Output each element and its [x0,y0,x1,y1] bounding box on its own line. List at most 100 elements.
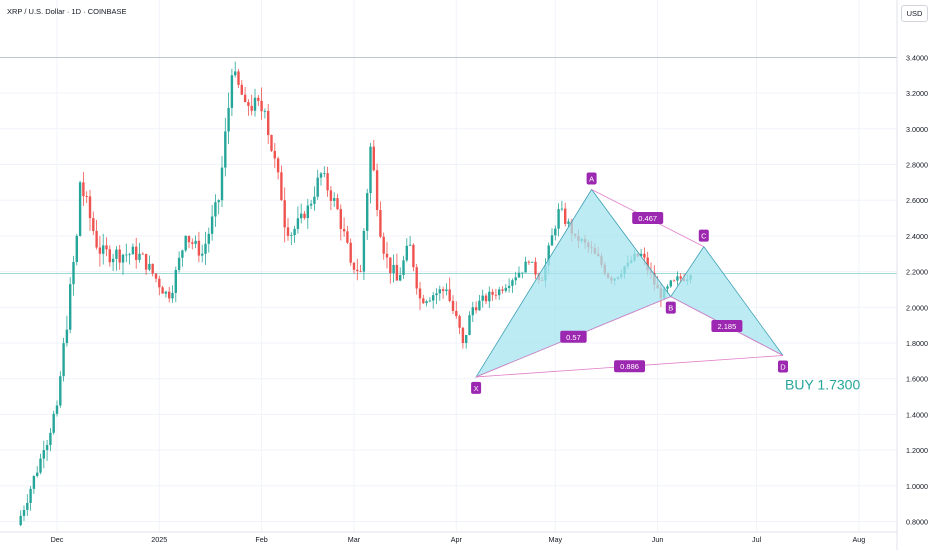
candle-body [98,247,102,254]
ratio-label: 0.467 [632,212,664,225]
point-label-text: B [668,304,673,313]
candle-body [554,228,557,236]
buy-target-text: BUY 1.7300 [785,376,860,392]
ratio-label: 2.185 [711,320,743,333]
candle-body [92,218,95,232]
candle-body [128,254,131,256]
y-tick-label: 0.8000 [906,518,928,527]
candle-body [504,287,507,291]
candle-body [342,228,346,232]
candle-body [323,173,326,174]
candle-body [517,272,521,278]
candle-body [118,249,121,263]
candle-body [501,289,504,291]
candle-body [69,284,72,330]
candle-body [461,327,465,343]
candle-body [105,245,108,250]
x-tick-label: Dec [51,535,64,544]
candle-body [204,243,207,254]
pattern-point-c[interactable]: C [698,229,709,242]
pattern-point-x[interactable]: X [471,381,482,394]
candle-body [418,288,422,299]
candle-body [514,277,517,281]
candle-body [276,158,280,173]
candle-body [441,289,445,292]
candle-body [59,376,62,406]
candle-body [125,254,128,256]
currency-button[interactable]: USD [901,5,928,22]
point-label-text: A [589,174,594,183]
candle-body [359,271,362,272]
y-tick-label: 2.4000 [906,232,928,241]
harmonic-pattern[interactable]: 0.57 0.467 2.185 0.886 X A B C D BUY 1.7300 [471,172,860,394]
candle-body [309,203,313,206]
candle-body [428,300,432,302]
candle-body [108,249,111,263]
ratio-label-box [711,320,743,333]
x-tick-label: Feb [255,535,267,544]
candle-body [75,235,78,262]
candle-body [32,475,36,489]
candle-body [65,329,69,344]
candle-body [22,509,26,516]
x-tick-label: 2025 [151,535,167,544]
candle-body [230,75,234,108]
candle-body [253,97,257,111]
candle-body [550,235,554,246]
candle-body [263,110,267,112]
ratio-label-box [560,330,587,343]
candle-body [438,289,441,294]
candle-body [257,97,260,101]
candle-body [144,253,148,270]
grid [0,0,897,532]
candle-body [224,131,227,168]
candle-body [85,196,88,197]
candle-body [366,193,369,231]
ratio-label: 0.57 [560,330,587,343]
pattern-point-a[interactable]: A [586,172,597,185]
candle-body [646,257,649,271]
point-label-box [665,301,676,314]
y-tick-label: 3.4000 [906,53,928,62]
candle-body [62,343,65,377]
candle-body [402,260,405,275]
candle-body [243,94,247,103]
ratio-label-text: 0.57 [566,333,581,342]
y-tick-label: 1.6000 [906,375,928,384]
pattern-point-d[interactable]: D [778,360,788,373]
candle-body [240,84,243,95]
candle-body [197,240,201,256]
candle-body [564,208,567,224]
candle-body [280,172,283,201]
pattern-triangle-bcd[interactable] [670,245,784,356]
x-tick-label: Aug [853,535,866,544]
candle-body [511,280,514,286]
candle-body [247,102,250,106]
candle-body [474,307,478,311]
x-tick-label: Apr [451,535,463,544]
candle-body [356,269,359,272]
candle-body [131,246,135,255]
candle-body [151,263,154,274]
candle-body [191,242,194,244]
candle-body [567,221,570,224]
candle-body [455,310,458,317]
candle-body [507,285,511,288]
candle-body [210,216,214,234]
candle-body [141,253,144,255]
candle-body [481,295,484,301]
candle-body [177,257,181,270]
candle-body [676,276,679,281]
ratio-label-text: 0.467 [638,214,657,223]
candle-body [52,413,55,433]
candle-body [498,289,501,296]
candle-body [39,458,42,473]
y-tick-label: 1.8000 [906,339,928,348]
point-label-box [471,381,482,394]
candle-body [161,287,164,294]
candle-body [643,253,646,258]
point-label-box [586,172,597,185]
pattern-point-b[interactable]: B [665,301,676,314]
